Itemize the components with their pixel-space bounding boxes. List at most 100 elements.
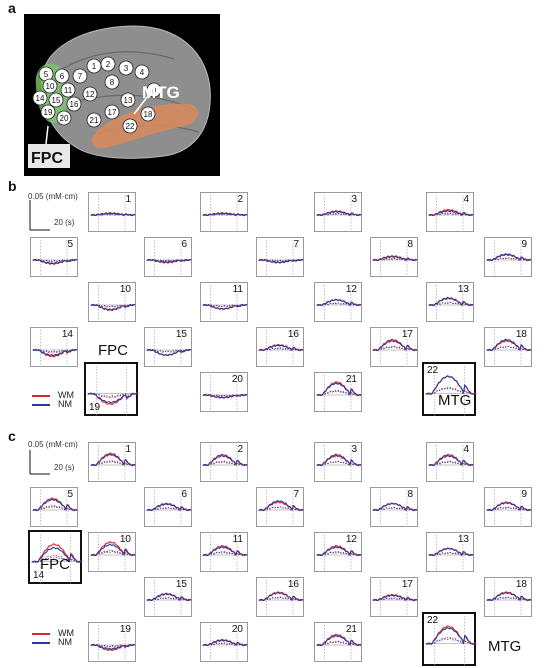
trace-frame-c-18: 18: [484, 577, 532, 617]
nm-trace: [486, 591, 532, 602]
fpc-label-b: FPC: [98, 342, 128, 359]
nm-trace: [32, 258, 78, 265]
nm-dashed-trace: [428, 212, 474, 217]
wm-trace: [90, 541, 135, 557]
trace-frame-c-20: 20: [200, 622, 248, 662]
trace-plot: [372, 490, 418, 526]
trace-frame-b-15: 15: [144, 327, 192, 367]
channel-marker-16: [66, 96, 82, 112]
channel-marker-8: [104, 74, 120, 90]
scale-amplitude-c: 0.05 (mM·cm): [28, 440, 78, 449]
wm-trace: [486, 340, 531, 352]
channel-number: 13: [457, 534, 469, 545]
trace-plot: [32, 330, 78, 366]
nm-trace: [32, 348, 78, 357]
trace-frame-c-11: 11: [200, 532, 248, 572]
channel-number-10: 10: [46, 82, 55, 91]
trace-frame-b-18: 18: [484, 327, 532, 367]
nm-dashed-trace: [202, 461, 248, 467]
trace-frame-c-19: 19: [88, 622, 136, 662]
trace-frame-b-10: 10: [88, 282, 136, 322]
trace-plot: [316, 625, 362, 661]
trace-plot: [316, 285, 362, 321]
channel-number: 9: [521, 489, 527, 500]
trace-frame-b-13: 13: [426, 282, 474, 322]
trace-frame-c-13: 13: [426, 532, 474, 572]
channel-number: 5: [67, 489, 73, 500]
trace-frame-c-8: 8: [370, 487, 418, 527]
channel-number-5: 5: [44, 70, 49, 79]
nm-dashed-trace: [428, 552, 474, 557]
channel-number: 10: [119, 534, 131, 545]
trace-frame-c-3: 3: [314, 442, 362, 482]
channel-number: 20: [231, 374, 243, 385]
nm-dashed-trace: [32, 348, 78, 353]
nm-trace: [90, 303, 136, 311]
channel-number: 3: [351, 444, 357, 455]
trace-plot: [90, 535, 136, 571]
trace-frame-b-9: 9: [484, 237, 532, 277]
nm-trace: [258, 591, 304, 602]
channel-number: 18: [515, 579, 527, 590]
channel-marker-11: [60, 82, 76, 98]
channel-number: 10: [119, 284, 131, 295]
nm-dashed-trace: [87, 392, 139, 398]
nm-dashed-trace: [146, 348, 192, 353]
trace-plot: [428, 285, 474, 321]
nm-dashed-trace: [258, 347, 304, 352]
nm-dashed-trace: [202, 303, 248, 308]
nm-trace: [486, 501, 532, 512]
trace-plot: [258, 240, 304, 276]
trace-plot: [486, 490, 532, 526]
channel-number-12: 12: [86, 90, 95, 99]
channel-number-22: 22: [126, 122, 135, 131]
trace-plot: [258, 580, 304, 616]
channel-number-1: 1: [92, 62, 97, 71]
trace-frame-b-4: 4: [426, 192, 474, 232]
channel-number: 6: [181, 489, 187, 500]
nm-dashed-trace: [486, 506, 532, 512]
channel-number-9: 9: [152, 86, 157, 95]
channel-number: 11: [232, 284, 243, 295]
channel-marker-15: [48, 92, 64, 108]
channel-number-20: 20: [60, 114, 69, 123]
channel-number-8: 8: [110, 78, 115, 87]
channel-number: 1: [125, 444, 131, 455]
nm-dashed-trace: [316, 641, 362, 647]
trace-frame-b-19: 19: [84, 362, 139, 416]
nm-trace: [202, 454, 248, 467]
nm-trace: [316, 298, 362, 307]
wm-dashed-trace: [486, 596, 532, 601]
trace-plot: [425, 616, 477, 666]
legend-nm-c: NM: [58, 637, 72, 647]
nm-trace: [90, 453, 136, 467]
trace-plot: [372, 330, 418, 366]
nm-dashed-trace: [202, 213, 248, 217]
channel-marker-22: [122, 118, 138, 134]
channel-number-11: 11: [64, 86, 73, 95]
channel-number-14: 14: [36, 94, 45, 103]
legend-lines-b: [32, 395, 50, 406]
channel-number: 8: [407, 489, 413, 500]
trace-frame-c-6: 6: [144, 487, 192, 527]
channel-number-18: 18: [144, 110, 153, 119]
channel-number: 6: [181, 239, 187, 250]
channel-number: 11: [232, 534, 243, 545]
wm-trace: [258, 501, 303, 512]
nm-dashed-trace: [90, 460, 136, 467]
wm-trace: [31, 543, 82, 563]
trace-plot: [316, 375, 362, 411]
channel-number: 20: [231, 624, 243, 635]
channel-marker-9: [146, 82, 162, 98]
panel-label-b: b: [8, 178, 17, 194]
channel-number: 15: [175, 579, 187, 590]
trace-plot: [258, 490, 304, 526]
channel-number-15: 15: [52, 96, 61, 105]
channel-number: 4: [463, 444, 469, 455]
channel-number-2: 2: [106, 60, 111, 69]
nm-trace: [32, 498, 78, 512]
channel-number: 16: [287, 579, 299, 590]
nm-trace: [372, 339, 418, 352]
nm-dashed-trace: [425, 387, 477, 395]
